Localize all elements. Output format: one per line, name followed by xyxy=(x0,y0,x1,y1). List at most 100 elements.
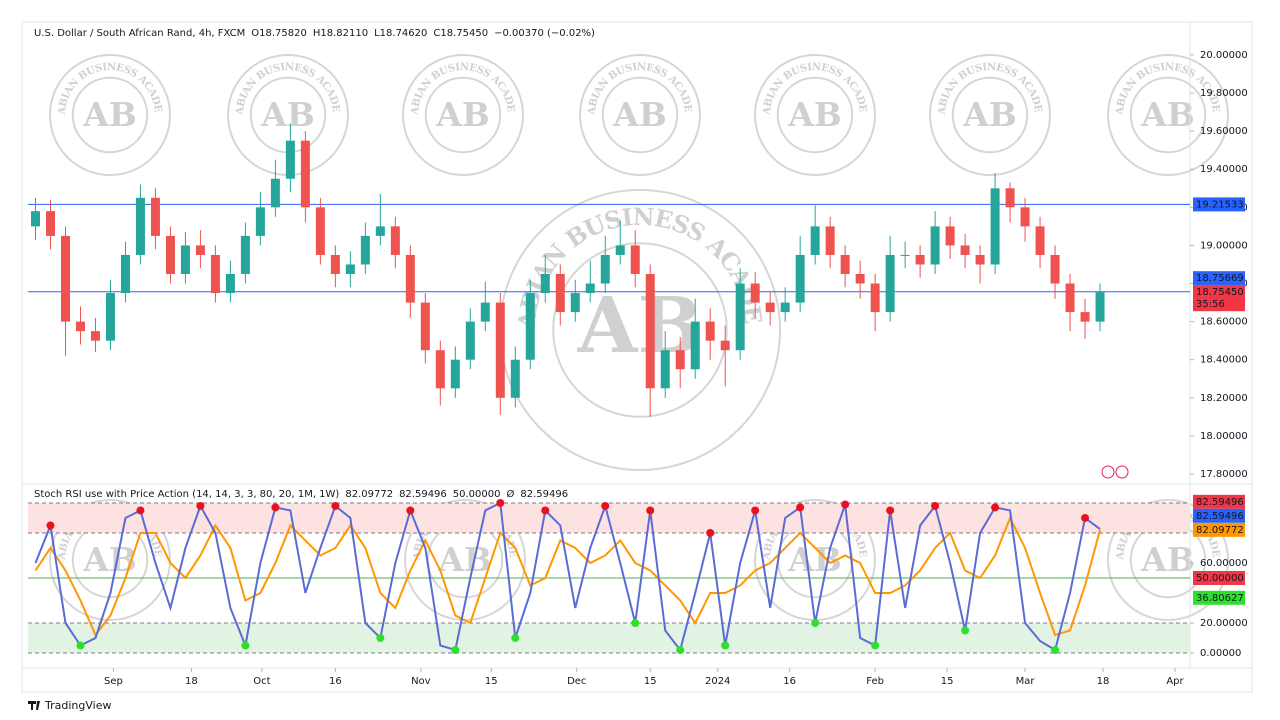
watermark-ring xyxy=(424,76,502,154)
flag-icon xyxy=(1101,465,1115,479)
y-tick-label: 19.00000 xyxy=(1200,240,1248,251)
x-tick-label: 16 xyxy=(329,676,342,687)
candles xyxy=(30,123,1105,417)
signal-dot xyxy=(46,521,55,530)
candle-body xyxy=(900,254,910,256)
candle-body xyxy=(975,254,985,265)
candle-body xyxy=(885,254,895,313)
candle-body xyxy=(225,274,235,294)
candle-body xyxy=(585,283,595,294)
x-tick-label: Nov xyxy=(411,676,431,687)
signal-dot xyxy=(631,618,640,627)
x-tick-label: Oct xyxy=(253,676,270,687)
signal-dot xyxy=(241,641,250,650)
signal-dot xyxy=(646,506,655,515)
signal-dot xyxy=(331,501,340,510)
candle-body xyxy=(960,245,970,255)
watermark-initials: AB xyxy=(435,95,490,134)
candle-body xyxy=(285,140,295,179)
indicator-value: 82.09772 xyxy=(345,489,393,500)
candle-body xyxy=(930,226,940,265)
signal-dot xyxy=(271,503,280,512)
watermark-initials: AB xyxy=(1140,540,1195,579)
candle-body xyxy=(555,274,565,313)
candle-body xyxy=(600,254,610,284)
signal-dot xyxy=(1051,645,1060,654)
flags xyxy=(1101,465,1129,479)
candle-body xyxy=(705,321,715,341)
indicator-value: 82.59496 xyxy=(399,489,447,500)
price-label-box xyxy=(1193,197,1245,212)
watermark-ring xyxy=(951,76,1029,154)
indicator-value: 82.59496 xyxy=(520,489,568,500)
signal-dot xyxy=(541,506,550,515)
ohlc-label: H18.82110 xyxy=(313,28,368,39)
signal-dot xyxy=(886,506,895,515)
candle-body xyxy=(60,235,70,322)
x-tick-label: Apr xyxy=(1166,676,1184,687)
price-label: 18.75669 xyxy=(1196,273,1244,284)
watermark-ring xyxy=(1107,499,1229,621)
y-tick-label: 18.20000 xyxy=(1200,393,1248,404)
indicator-value: Ø xyxy=(507,488,515,500)
x-tick-label: 15 xyxy=(644,676,657,687)
brand: TradingView xyxy=(44,699,111,712)
candle-body xyxy=(750,283,760,303)
candle-body xyxy=(810,226,820,255)
candle-body xyxy=(105,293,115,341)
candle-body xyxy=(180,245,190,274)
candle-body xyxy=(660,350,670,389)
price-label-box xyxy=(1193,271,1245,286)
candle-body xyxy=(870,283,880,313)
candle-body xyxy=(210,254,220,294)
watermark-ring xyxy=(601,76,679,154)
x-tick-label: Feb xyxy=(866,676,884,687)
candle-body xyxy=(75,321,85,332)
ohlc-label: −0.00370 (−0.02%) xyxy=(494,28,595,39)
candle-body xyxy=(855,274,865,284)
candle-body xyxy=(1080,312,1090,322)
indicator-label: 50.00000 xyxy=(1196,573,1244,584)
candle-body xyxy=(30,211,40,227)
candle-body xyxy=(270,178,280,208)
ohlc-label: C18.75450 xyxy=(433,28,488,39)
watermark-ring xyxy=(402,54,524,176)
candle-body xyxy=(90,331,100,341)
candle-body xyxy=(165,235,175,274)
candle-body xyxy=(315,207,325,255)
candle-body xyxy=(435,350,445,389)
signal-dot xyxy=(451,645,460,654)
indicator-title: Stoch RSI use with Price Action (14, 14,… xyxy=(34,489,339,500)
candle-body xyxy=(840,254,850,274)
watermark-ring xyxy=(1107,54,1229,176)
candle-body xyxy=(690,321,700,370)
candle-body xyxy=(150,197,160,236)
candle-body xyxy=(630,245,640,274)
watermark-ring xyxy=(579,54,701,176)
candle-body xyxy=(480,302,490,322)
candle-body xyxy=(1065,283,1075,313)
candle-body xyxy=(510,359,520,398)
signal-dot xyxy=(991,503,1000,512)
indicator-label-box xyxy=(1193,522,1245,537)
candle-body xyxy=(1050,254,1060,284)
watermark-initials: AB xyxy=(437,540,492,579)
candle-body xyxy=(300,140,310,208)
candle-body xyxy=(1095,292,1105,322)
countdown: 35:56 xyxy=(1196,299,1225,310)
candle-body xyxy=(135,197,145,255)
signal-dot xyxy=(871,641,880,650)
candle-body xyxy=(195,245,205,255)
price-label: 19.21533 xyxy=(1196,199,1244,210)
candle-body xyxy=(720,340,730,351)
signal-dot xyxy=(796,503,805,512)
signal-dot xyxy=(511,633,520,642)
candle-body xyxy=(780,302,790,313)
indicator-label: 82.59496 xyxy=(1196,497,1244,508)
y-tick-label: 18.60000 xyxy=(1200,317,1248,328)
y-tick-label: 19.80000 xyxy=(1200,88,1248,99)
signal-dot xyxy=(76,641,85,650)
candle-body xyxy=(240,235,250,274)
indicator-label-box xyxy=(1193,508,1245,523)
y-tick-label: 20.00000 xyxy=(1200,618,1248,629)
